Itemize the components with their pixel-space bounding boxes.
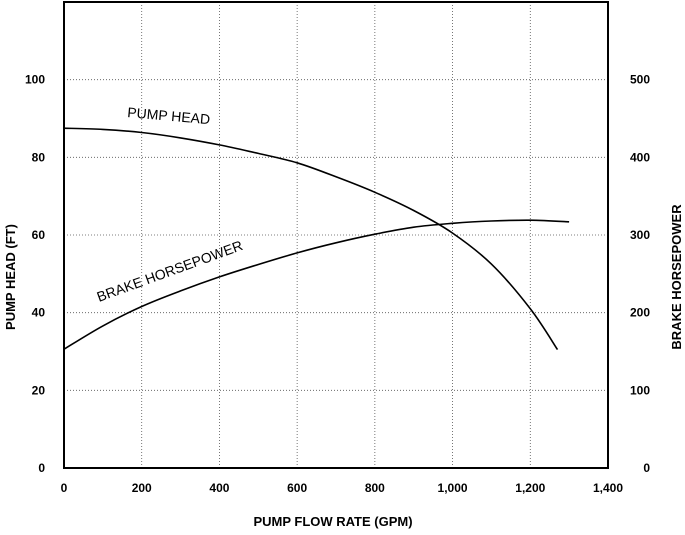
x-tick-label: 0 [61, 481, 68, 495]
pump-head-curve-label: PUMP HEAD [127, 104, 211, 127]
x-tick-label: 1,000 [438, 481, 468, 495]
plot-frame [63, 1, 609, 469]
x-tick-label: 200 [132, 481, 152, 495]
y-tick-label-right: 0 [643, 461, 650, 475]
y-axis-title-left: PUMP HEAD (FT) [3, 224, 18, 330]
x-axis-title: PUMP FLOW RATE (GPM) [253, 514, 412, 529]
y-tick-label-right: 500 [630, 73, 650, 87]
x-tick-label: 400 [209, 481, 229, 495]
y-axis-title-right: BRAKE HORSEPOWER [669, 204, 684, 350]
y-tick-label-right: 400 [630, 150, 650, 164]
y-tick-label-right: 300 [630, 228, 650, 242]
y-tick-label-right: 100 [630, 383, 650, 397]
y-tick-label-left: 40 [32, 306, 46, 320]
pump-head-curve [63, 127, 559, 351]
grid [64, 2, 608, 468]
tick-labels: 0 200 400 600 800 1,000 1,200 1,400 0 20 40 60 80 100… [25, 73, 650, 495]
y-tick-label-left: 100 [25, 73, 45, 87]
x-tick-label: 800 [365, 481, 385, 495]
y-tick-label-left: 80 [32, 150, 46, 164]
y-tick-label-right: 200 [630, 306, 650, 320]
y-tick-label-left: 60 [32, 228, 46, 242]
y-tick-label-left: 0 [38, 461, 45, 475]
x-tick-label: 1,200 [515, 481, 545, 495]
y-tick-label-left: 20 [32, 383, 46, 397]
brake-horsepower-curve [63, 219, 570, 350]
x-tick-label: 600 [287, 481, 307, 495]
curves [63, 127, 570, 351]
x-tick-label: 1,400 [593, 481, 623, 495]
